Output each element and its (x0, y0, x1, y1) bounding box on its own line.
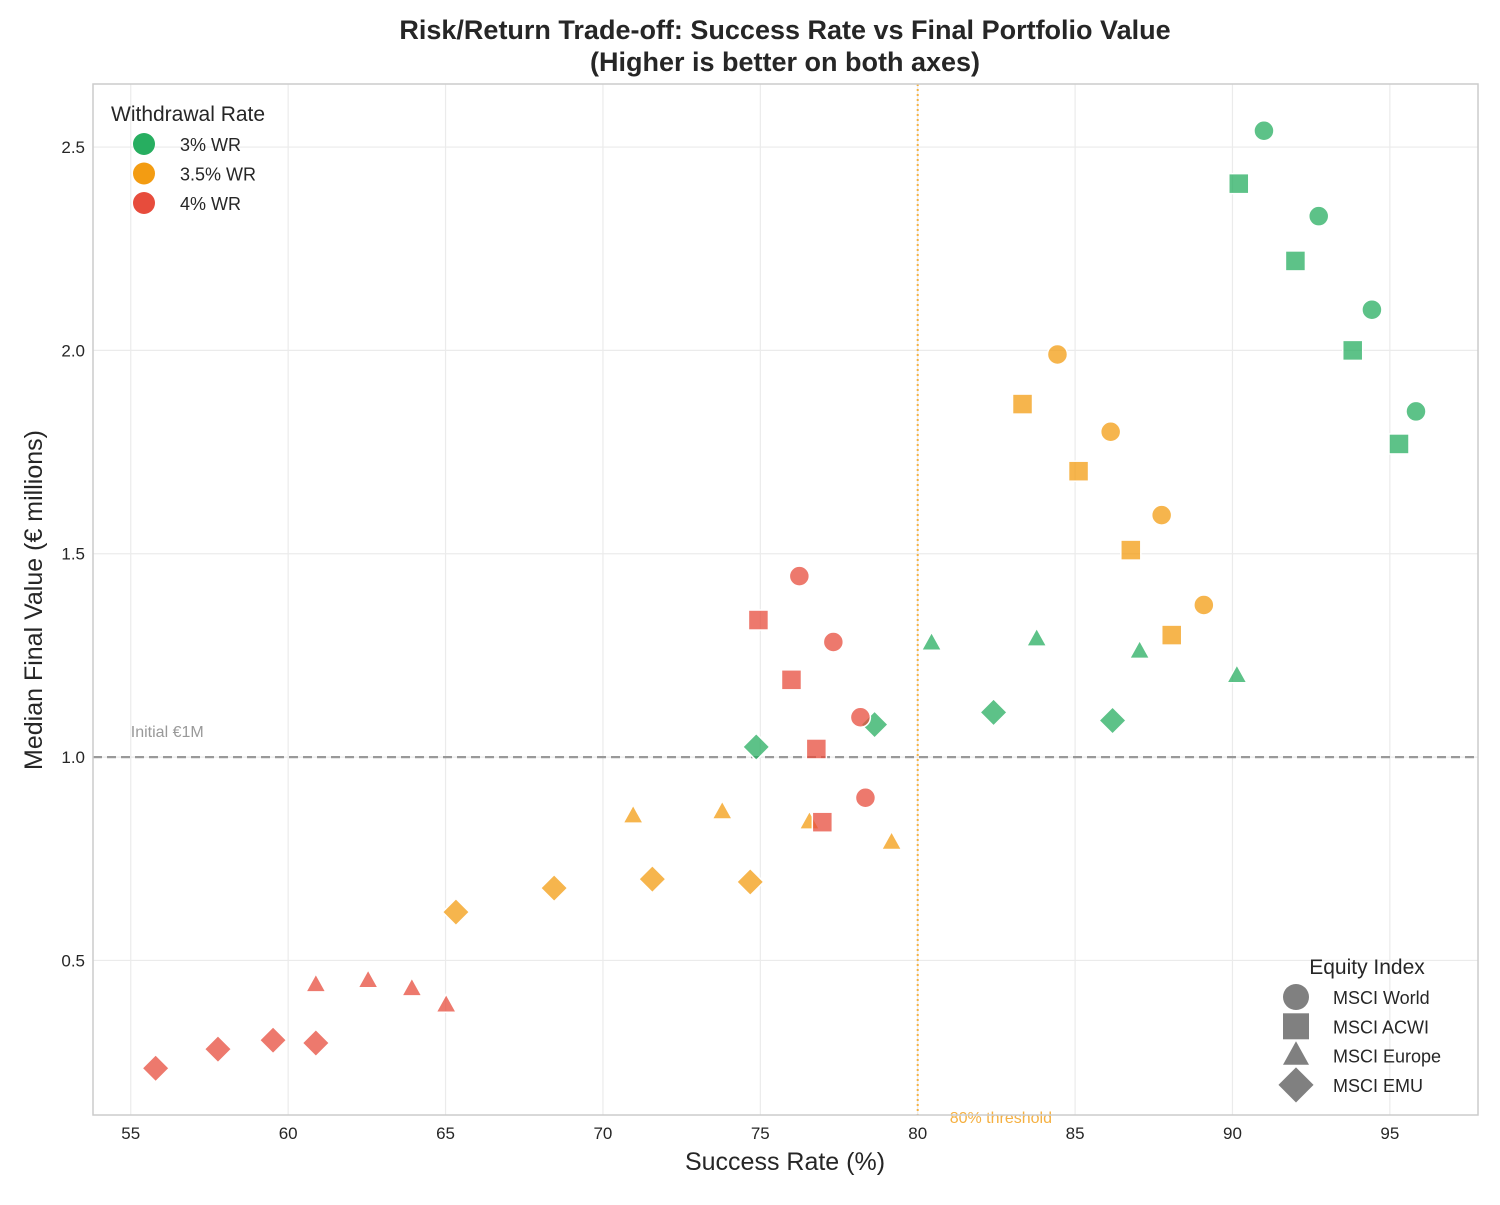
data-point-diamond (735, 867, 765, 897)
data-point-square (811, 811, 834, 833)
data-point-circle (822, 631, 845, 653)
data-point-circle (1361, 298, 1383, 321)
data-point-square (805, 738, 828, 760)
legend-marker-square (1283, 1013, 1309, 1040)
data-point-diamond (979, 697, 1009, 727)
data-point-triangle (710, 799, 734, 820)
data-point-square (1067, 460, 1090, 482)
data-point-square (1341, 339, 1364, 362)
x-tick-label: 80 (908, 1124, 927, 1143)
y-tick-label: 0.5 (61, 951, 85, 970)
data-point-circle (1253, 120, 1275, 142)
y-tick-label: 2.0 (61, 341, 85, 360)
data-point-circle (1150, 504, 1173, 526)
legend-marker (133, 133, 155, 155)
x-tick-label: 90 (1223, 1124, 1242, 1143)
data-point-circle (1099, 420, 1122, 443)
legend-label: MSCI ACWI (1333, 1017, 1429, 1037)
legend-label: MSCI World (1333, 988, 1430, 1008)
data-point-square (747, 609, 770, 631)
legend-marker-diamond (1278, 1067, 1314, 1103)
chart-title: Risk/Return Trade-off: Success Rate vs F… (399, 15, 1170, 45)
grid (93, 84, 1478, 1115)
data-point-diamond (258, 1025, 288, 1055)
x-tick-label: 65 (436, 1124, 455, 1143)
data-point-diamond (1097, 705, 1128, 736)
x-tick-label: 85 (1066, 1124, 1085, 1143)
data-point-triangle (356, 968, 380, 989)
data-point-square (1388, 433, 1410, 455)
data-point-triangle (1025, 626, 1048, 647)
data-point-square (1120, 539, 1142, 561)
data-point-circle (849, 706, 872, 728)
data-point-triangle (434, 992, 458, 1013)
data-point-diamond (301, 1028, 331, 1058)
data-point-square (780, 669, 803, 691)
legend-marker-circle (1283, 984, 1309, 1010)
data-point-triangle (621, 803, 645, 824)
legend-label: 3.5% WR (180, 165, 256, 185)
data-point-circle (854, 787, 877, 809)
legend-label: 4% WR (180, 194, 241, 214)
data-point-square (1160, 624, 1183, 646)
equity-index-legend: Equity Index MSCI World MSCI ACWI MSCI Euro… (1278, 956, 1441, 1103)
legend-marker (133, 162, 155, 185)
data-point-circle (1405, 400, 1427, 423)
data-point-circle (788, 565, 811, 587)
data-point-triangle (920, 630, 943, 651)
axis-ticks: 55 60 65 70 75 80 85 90 95 0.5 1.0 1.5 2.0 2.5 (61, 138, 1399, 1143)
data-point-square (1011, 393, 1034, 415)
data-point-triangle (880, 829, 903, 851)
data-point-diamond (441, 897, 471, 927)
data-point-circle (1307, 205, 1330, 227)
data-points (141, 120, 1427, 1083)
chart-subtitle: (Higher is better on both axes) (590, 47, 980, 77)
data-point-triangle (304, 972, 328, 993)
data-point-triangle (400, 976, 424, 997)
y-tick-label: 1.5 (61, 545, 85, 564)
data-point-triangle (1128, 638, 1151, 660)
initial-value-label: Initial €1M (131, 724, 204, 741)
data-point-diamond (539, 873, 569, 903)
reference-lines: Initial €1M 80% threshold (93, 84, 1478, 1127)
legend-marker-triangle (1283, 1041, 1309, 1065)
legend-title: Equity Index (1309, 956, 1425, 979)
data-point-diamond (203, 1034, 233, 1064)
x-tick-label: 95 (1380, 1124, 1399, 1143)
data-point-square (1284, 250, 1307, 272)
y-tick-label: 2.5 (61, 138, 85, 157)
x-tick-label: 60 (279, 1124, 298, 1143)
data-point-diamond (637, 864, 667, 894)
legend-marker (133, 192, 155, 214)
data-point-diamond (141, 1053, 171, 1083)
y-tick-label: 1.0 (61, 748, 85, 767)
withdrawal-rate-legend: Withdrawal Rate 3% WR 3.5% WR 4% WR (111, 103, 265, 214)
plot-frame (92, 83, 1479, 1116)
legend-label: 3% WR (180, 135, 241, 155)
data-point-square (1228, 172, 1250, 195)
y-axis-label: Median Final Value (€ millions) (20, 430, 48, 770)
data-point-circle (1046, 343, 1069, 366)
x-tick-label: 55 (121, 1124, 140, 1143)
data-point-triangle (1225, 663, 1249, 684)
x-tick-label: 75 (751, 1124, 770, 1143)
legend-label: MSCI Europe (1333, 1047, 1441, 1067)
x-tick-label: 70 (593, 1124, 612, 1143)
threshold-label: 80% threshold (950, 1110, 1052, 1127)
legend-label: MSCI EMU (1333, 1076, 1423, 1096)
data-point-circle (1193, 594, 1215, 616)
legend-title: Withdrawal Rate (111, 103, 265, 126)
data-point-diamond (741, 732, 771, 762)
x-axis-label: Success Rate (%) (685, 1148, 885, 1176)
